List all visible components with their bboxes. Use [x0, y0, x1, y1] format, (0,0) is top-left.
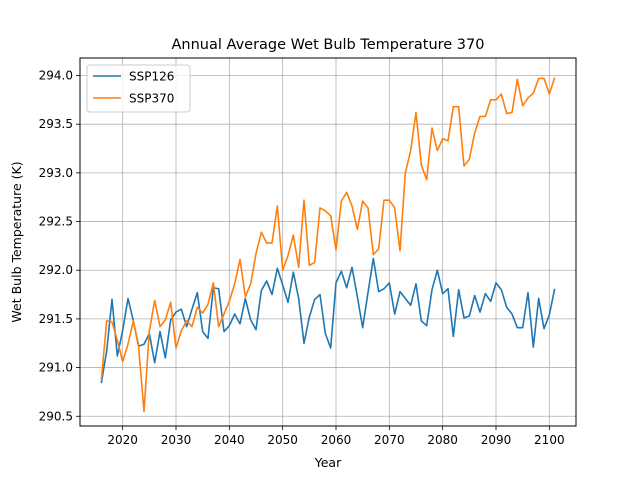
chart-title: Annual Average Wet Bulb Temperature 370	[172, 37, 485, 53]
y-axis: 290.5 291.0 291.5 292.0 292.5 293.0 293.5 294.0	[39, 69, 80, 423]
series-line-ssp126	[100, 257, 556, 384]
x-tick-label: 2050	[267, 433, 298, 447]
y-tick-label: 293.0	[39, 166, 73, 180]
y-axis-label: Wet Bulb Temperature (K)	[9, 161, 24, 322]
grid-lines	[80, 58, 576, 426]
x-axis: 2020 2030 2040 2050 2060 2070 2080 2090 2100	[107, 426, 565, 447]
y-tick-label: 291.0	[39, 361, 73, 375]
x-tick-label: 2090	[481, 433, 512, 447]
x-tick-label: 2020	[107, 433, 138, 447]
y-tick-label: 292.5	[39, 215, 73, 229]
x-tick-label: 2060	[321, 433, 352, 447]
x-axis-label: Year	[314, 455, 342, 470]
plot-frame	[79, 57, 577, 427]
y-tick-label: 293.5	[39, 117, 73, 131]
x-tick-label: 2030	[161, 433, 192, 447]
x-tick-label: 2070	[374, 433, 405, 447]
x-tick-label: 2040	[214, 433, 245, 447]
y-tick-label: 291.5	[39, 312, 73, 326]
y-tick-label: 294.0	[39, 69, 73, 83]
series-line-ssp370	[100, 77, 556, 413]
x-tick-label: 2100	[534, 433, 565, 447]
series-lines	[100, 77, 556, 413]
legend-label-ssp126: SSP126	[129, 70, 174, 84]
y-tick-label: 290.5	[39, 409, 73, 423]
legend-label-ssp370: SSP370	[129, 92, 174, 106]
x-tick-label: 2080	[427, 433, 458, 447]
legend: SSP126 SSP370	[86, 64, 191, 113]
y-tick-label: 292.0	[39, 263, 73, 277]
